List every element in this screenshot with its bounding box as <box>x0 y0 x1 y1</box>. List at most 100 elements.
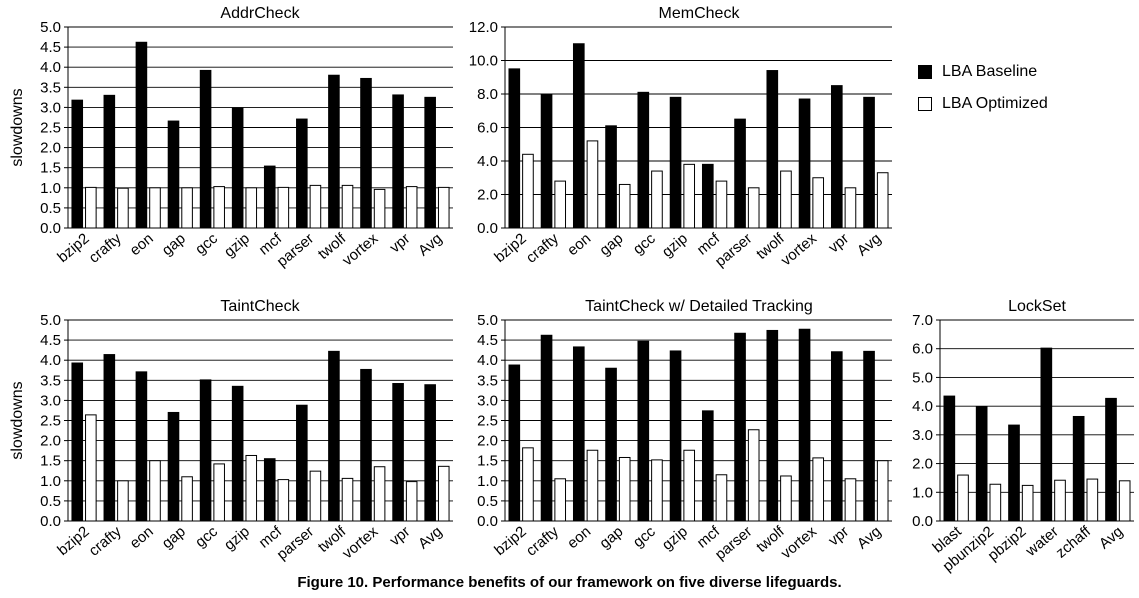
y-tick-label: 5.0 <box>40 312 61 329</box>
bar-optimized <box>651 459 663 522</box>
x-tick-label: eon <box>564 230 594 259</box>
bar-optimized <box>1054 479 1066 522</box>
bar-baseline <box>540 334 553 522</box>
y-tick-label: 4.5 <box>477 332 498 349</box>
y-tick-label: 3.5 <box>477 372 498 389</box>
y-tick-label: 7.0 <box>912 312 933 329</box>
y-tick-label: 2.5 <box>40 413 61 430</box>
y-tick-label: 0.0 <box>477 220 498 237</box>
y-tick-label: 1.0 <box>40 180 61 197</box>
y-tick-label: 1.0 <box>40 473 61 490</box>
y-tick-label: 8.0 <box>477 86 498 103</box>
x-tick-label: gcc <box>192 523 221 551</box>
y-tick-label: 3.0 <box>40 392 61 409</box>
bar-baseline <box>392 383 404 522</box>
y-tick-label: 6.0 <box>477 120 498 137</box>
bar-baseline <box>392 94 404 229</box>
bar-optimized <box>1021 484 1034 522</box>
bar-baseline <box>424 384 436 522</box>
bar-baseline <box>701 163 714 229</box>
y-tick-label: 3.5 <box>40 79 61 96</box>
x-tick-label: parser <box>712 230 756 270</box>
bar-baseline <box>296 118 308 229</box>
bar-optimized <box>554 180 567 229</box>
bar-baseline <box>605 367 617 522</box>
legend-label-optimized: LBA Optimized <box>942 95 1048 112</box>
y-tick-label: 10.0 <box>469 53 498 70</box>
bar-optimized <box>683 163 696 229</box>
x-tick-label: gap <box>159 230 189 259</box>
bar-baseline <box>669 96 682 229</box>
legend: LBA Baseline LBA Optimized <box>918 63 1048 127</box>
y-tick-label: 12.0 <box>469 19 498 36</box>
bar-baseline <box>975 406 988 522</box>
x-tick-label: eon <box>127 523 157 552</box>
y-tick-label: 1.5 <box>477 453 498 470</box>
bar-baseline <box>328 350 340 522</box>
bar-optimized <box>245 454 258 522</box>
bar-baseline <box>296 404 308 522</box>
bar-optimized <box>844 187 857 229</box>
bar-baseline <box>1072 415 1085 522</box>
y-tick-label: 4.0 <box>477 153 498 170</box>
bar-baseline <box>830 85 843 229</box>
x-tick-label: parser <box>274 230 318 270</box>
bar-baseline <box>637 340 650 522</box>
bar-baseline <box>766 329 779 522</box>
bar-optimized <box>213 463 225 522</box>
y-tick-label: 3.0 <box>40 99 61 116</box>
y-tick-label: 2.0 <box>40 140 61 157</box>
bar-optimized <box>405 481 418 522</box>
bar-optimized <box>747 187 760 229</box>
x-tick-label: parser <box>274 523 318 563</box>
bar-baseline <box>798 328 811 522</box>
bar-optimized <box>437 465 450 522</box>
bar-baseline <box>734 118 746 229</box>
y-tick-label: 1.5 <box>40 160 61 177</box>
bar-baseline <box>540 93 553 229</box>
bar-optimized <box>213 186 225 229</box>
y-tick-label: 0.0 <box>40 513 61 530</box>
x-tick-label: crafty <box>523 523 562 560</box>
bar-baseline <box>199 69 212 229</box>
bar-baseline <box>71 99 84 229</box>
y-tick-label: 2.0 <box>40 433 61 450</box>
x-tick-label: Avg <box>415 230 446 259</box>
bar-baseline <box>71 362 84 522</box>
bar-optimized <box>373 188 386 229</box>
bar-optimized <box>181 476 193 522</box>
bar-optimized <box>117 480 129 522</box>
bar-optimized <box>149 187 161 229</box>
bar-baseline <box>360 368 372 522</box>
x-tick-label: Avg <box>1096 523 1127 552</box>
bar-baseline <box>863 350 875 522</box>
x-tick-label: parser <box>712 523 756 563</box>
x-tick-label: gzip <box>221 523 253 554</box>
bar-baseline <box>572 346 585 522</box>
bar-optimized <box>780 475 792 522</box>
y-tick-label: 4.0 <box>912 398 933 415</box>
x-tick-label: vpr <box>825 523 852 549</box>
bar-baseline <box>637 91 650 229</box>
x-tick-label: gap <box>596 523 626 552</box>
bar-optimized <box>341 477 354 522</box>
bar-optimized <box>437 186 450 229</box>
bar-optimized <box>245 187 258 229</box>
chart-4: 0.01.02.03.04.05.06.07.0LockSetblastpbun… <box>912 298 1134 575</box>
bar-optimized <box>957 474 969 522</box>
chart-title: TaintCheck w/ Detailed Tracking <box>585 298 813 315</box>
x-tick-label: zchaff <box>1053 523 1095 562</box>
x-tick-label: Avg <box>854 523 885 552</box>
x-tick-label: crafty <box>86 230 125 267</box>
y-tick-label: 1.0 <box>912 484 933 501</box>
y-tick-label: 3.5 <box>40 372 61 389</box>
bar-baseline <box>605 125 617 229</box>
bar-baseline <box>103 94 116 229</box>
bar-optimized <box>522 447 534 522</box>
legend-swatch-baseline <box>918 65 932 79</box>
y-tick-label: 1.0 <box>477 473 498 490</box>
y-tick-label: 4.5 <box>40 39 61 56</box>
bar-optimized <box>341 184 354 229</box>
bar-optimized <box>618 456 631 522</box>
